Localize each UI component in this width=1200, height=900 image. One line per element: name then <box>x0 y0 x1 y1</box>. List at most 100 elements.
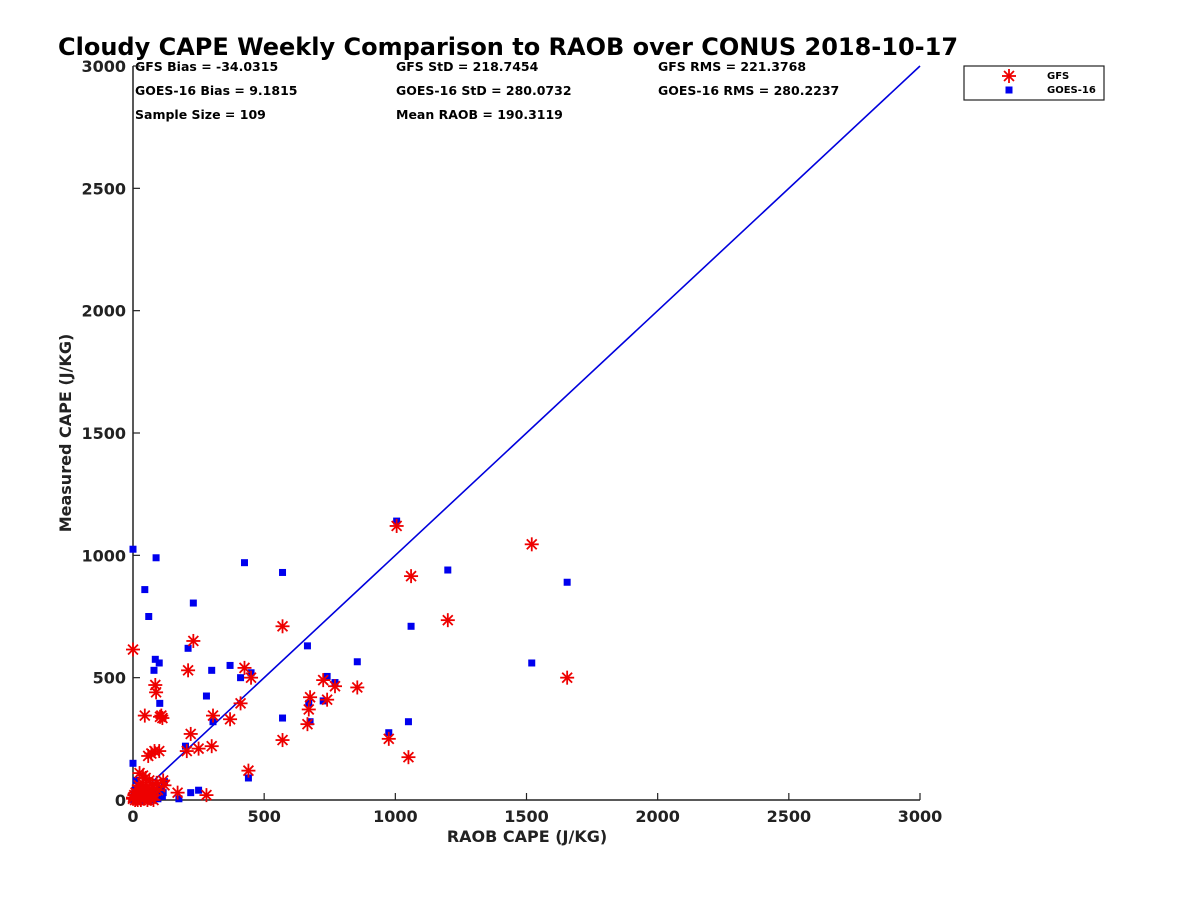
x-axis-label: RAOB CAPE (J/KG) <box>447 827 607 846</box>
gfs-point <box>524 537 539 552</box>
x-tick-label: 0 <box>127 807 138 826</box>
legend-gfs-label: GFS <box>1047 71 1069 82</box>
goes16-point <box>150 666 158 674</box>
goes16-legend-symbol <box>1005 86 1013 94</box>
gfs-points <box>126 518 575 807</box>
goes16-point <box>353 658 361 666</box>
y-axis-ticks: 0 500 1000 1500 2000 2500 3000 <box>81 57 140 810</box>
legend-goes16-label: GOES-16 <box>1047 85 1096 96</box>
goes16-point <box>279 568 287 576</box>
one-to-one-line <box>132 65 921 801</box>
gfs-point <box>381 731 396 746</box>
y-tick-label: 2000 <box>81 302 126 321</box>
goes16-point <box>181 742 189 750</box>
goes16-point <box>240 559 248 567</box>
goes16-point <box>279 714 287 722</box>
goes16-point <box>444 566 452 574</box>
goes16-point <box>145 613 153 620</box>
gfs-point <box>233 696 248 711</box>
goes16-points <box>129 517 571 804</box>
goes16-point <box>129 759 137 767</box>
gfs-point <box>301 702 316 717</box>
gfs-point <box>152 744 167 759</box>
goes16-point <box>195 786 203 794</box>
gfs-point <box>404 569 419 584</box>
goes16-point <box>158 792 166 800</box>
gfs-point <box>244 670 259 685</box>
legend-goes16-marker <box>1005 86 1013 94</box>
x-tick-label: 3000 <box>898 807 943 826</box>
x-axis-ticks: 0 500 1000 1500 2000 2500 3000 <box>127 793 942 826</box>
gfs-point <box>156 773 171 788</box>
gfs-point <box>223 712 238 727</box>
y-tick-label: 0 <box>115 791 126 810</box>
gfs-point <box>206 708 221 723</box>
goes16-point <box>129 545 137 553</box>
stat-gfs-rms: GFS RMS = 221.3768 <box>658 59 806 74</box>
gfs-point <box>183 726 198 741</box>
gfs-point <box>389 518 404 533</box>
goes16-point <box>208 666 216 674</box>
gfs-point <box>320 692 335 707</box>
stat-gfs-bias: GFS Bias = -34.0315 <box>135 59 278 74</box>
goes16-point <box>141 586 149 594</box>
gfs-point <box>401 750 416 765</box>
goes16-point <box>155 659 163 667</box>
gfs-point <box>303 690 318 705</box>
goes16-point <box>187 789 195 797</box>
gfs-point <box>300 717 315 732</box>
gfs-point <box>275 619 290 634</box>
goes16-point <box>407 622 415 630</box>
gfs-point <box>237 660 252 675</box>
gfs-point <box>170 785 185 800</box>
goes16-point <box>151 655 159 663</box>
goes16-point <box>226 661 234 669</box>
chart-title: Cloudy CAPE Weekly Comparison to RAOB ov… <box>58 33 958 61</box>
goes16-point <box>563 578 571 586</box>
gfs-point <box>157 778 172 793</box>
gfs-point <box>204 739 219 754</box>
x-tick-label: 1000 <box>373 807 418 826</box>
x-tick-label: 1500 <box>504 807 549 826</box>
goes16-point <box>189 599 197 607</box>
gfs-point <box>275 733 290 748</box>
legend-gfs-marker <box>1002 69 1016 83</box>
gfs-point <box>126 642 140 657</box>
y-axis-label: Measured CAPE (J/KG) <box>56 334 75 533</box>
goes16-point <box>303 642 311 650</box>
statistics-block: GFS Bias = -34.0315 GFS StD = 218.7454 G… <box>135 59 839 122</box>
y-tick-label: 1500 <box>81 424 126 443</box>
goes16-point <box>132 776 140 784</box>
gfs-point <box>316 673 331 688</box>
gfs-point <box>327 679 342 694</box>
legend-box <box>963 65 1105 101</box>
stat-goes-std: GOES-16 StD = 280.0732 <box>396 83 572 98</box>
stat-sample-size: Sample Size = 109 <box>135 107 266 122</box>
y-tick-label: 3000 <box>81 57 126 76</box>
gfs-point <box>350 680 365 695</box>
gfs-point <box>155 711 170 726</box>
stat-gfs-std: GFS StD = 218.7454 <box>396 59 539 74</box>
goes16-point <box>152 554 160 562</box>
gfs-point <box>179 744 194 759</box>
gfs-point <box>149 685 164 700</box>
stat-goes-bias: GOES-16 Bias = 9.1815 <box>135 83 297 98</box>
goes16-point <box>202 692 210 700</box>
gfs-point <box>440 613 455 628</box>
gfs-point <box>181 663 196 678</box>
gfs-point <box>186 633 201 648</box>
stat-mean-raob: Mean RAOB = 190.3119 <box>396 107 563 122</box>
gfs-point <box>191 741 206 756</box>
legend: GFS GOES-16 <box>963 65 1105 101</box>
goes16-point <box>184 644 192 652</box>
goes16-point <box>319 697 327 705</box>
gfs-point <box>199 788 214 803</box>
gfs-point <box>560 670 575 685</box>
y-tick-label: 500 <box>93 669 126 688</box>
x-tick-label: 2000 <box>635 807 680 826</box>
x-tick-label: 2500 <box>767 807 812 826</box>
gfs-point <box>241 763 256 778</box>
goes16-point <box>244 774 252 782</box>
gfs-point <box>154 708 169 723</box>
